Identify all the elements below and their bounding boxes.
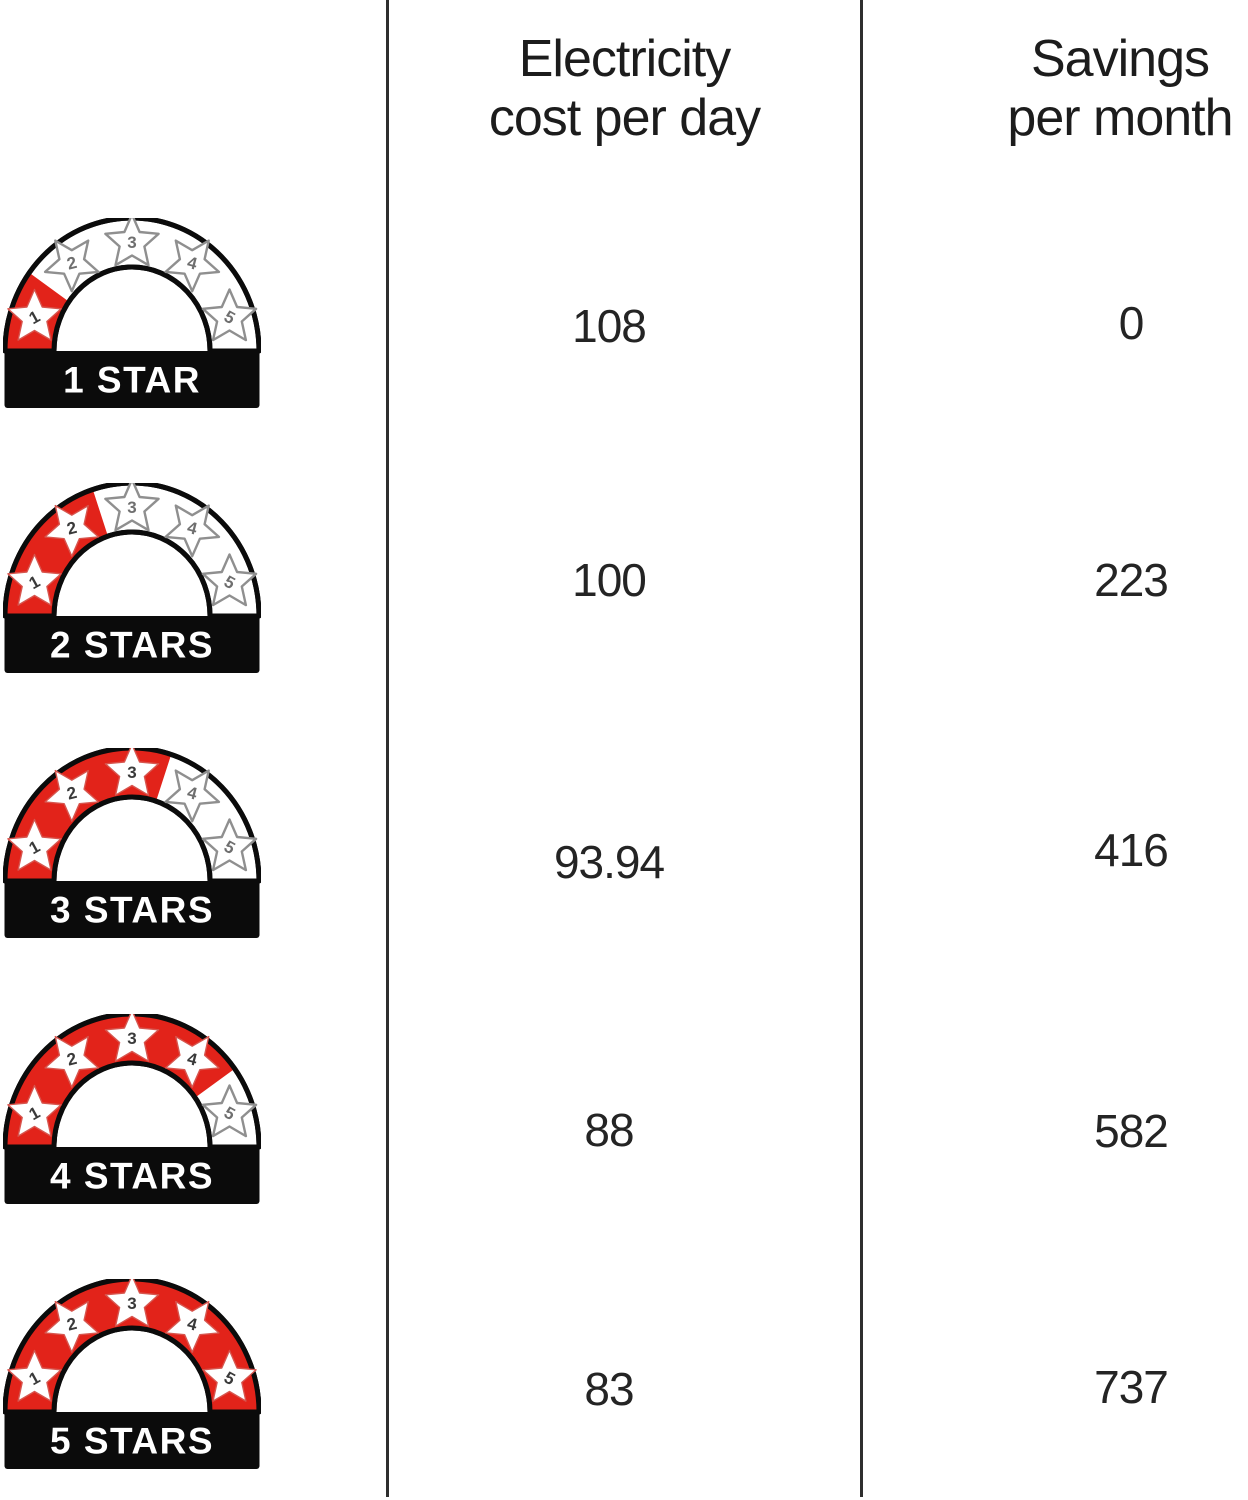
star-icon-2 bbox=[44, 504, 100, 557]
savings-value: 0 bbox=[1118, 297, 1145, 349]
star-icon-3 bbox=[104, 218, 160, 267]
star-number: 3 bbox=[127, 498, 136, 517]
star-icon-1 bbox=[7, 1084, 62, 1137]
star-icon-1 bbox=[7, 553, 62, 606]
star-icon-4 bbox=[164, 239, 221, 293]
star-icon-5 bbox=[202, 1349, 257, 1402]
column-divider bbox=[386, 0, 389, 1497]
star-icon-4 bbox=[164, 1300, 220, 1353]
header-line: Savings bbox=[1031, 30, 1210, 88]
rating-label-bar bbox=[4, 881, 260, 938]
star-icon-5 bbox=[201, 818, 258, 872]
electricity-cost-value: 108 bbox=[572, 300, 647, 352]
rating-label: 4 STARS bbox=[50, 1156, 214, 1197]
electricity-cost-value: 100 bbox=[572, 554, 647, 606]
rating-label-bar bbox=[4, 616, 260, 673]
star-icon-2 bbox=[44, 1300, 100, 1353]
star-number: 3 bbox=[127, 233, 136, 252]
star-number: 2 bbox=[65, 518, 79, 539]
rating-label-bar bbox=[4, 1412, 260, 1469]
star-icon-2 bbox=[44, 769, 100, 822]
header-line: cost per day bbox=[488, 89, 761, 147]
electricity-cost-value: 88 bbox=[584, 1104, 634, 1156]
rating-label: 1 STAR bbox=[63, 360, 201, 401]
electricity-cost-value: 83 bbox=[584, 1363, 634, 1415]
star-number: 3 bbox=[127, 1029, 136, 1048]
rating-label: 2 STARS bbox=[50, 625, 214, 666]
star-icon-3 bbox=[104, 1279, 160, 1327]
electricity-cost-value: 93.94 bbox=[553, 836, 665, 888]
star-icon-4 bbox=[164, 1035, 220, 1088]
star-number: 2 bbox=[65, 1049, 79, 1070]
star-number: 3 bbox=[127, 1294, 136, 1313]
star-icon-1 bbox=[7, 288, 62, 341]
star-icon-2 bbox=[44, 1035, 100, 1088]
header-line: per month bbox=[1007, 89, 1233, 147]
header-line: Electricity bbox=[518, 30, 731, 88]
rating-label-bar bbox=[4, 351, 260, 408]
star-icon-3 bbox=[104, 1014, 160, 1062]
star-icon-1 bbox=[7, 1349, 62, 1402]
star-number: 2 bbox=[65, 783, 79, 804]
star-number: 2 bbox=[65, 253, 79, 274]
rating-label-bar bbox=[4, 1147, 260, 1204]
star-icon-5 bbox=[201, 288, 258, 342]
star-icon-5 bbox=[201, 553, 258, 607]
star-icon-1 bbox=[7, 818, 62, 871]
star-icon-3 bbox=[104, 483, 160, 532]
rating-label: 3 STARS bbox=[50, 890, 214, 931]
savings-value: 416 bbox=[1094, 824, 1169, 876]
savings-value: 582 bbox=[1094, 1105, 1169, 1157]
star-icon-4 bbox=[164, 769, 221, 823]
savings-value: 737 bbox=[1094, 1361, 1169, 1413]
star-icon-5 bbox=[201, 1084, 258, 1138]
star-icon-3 bbox=[104, 748, 160, 796]
column-header-savings: Savings per month bbox=[955, 30, 1248, 148]
savings-value: 223 bbox=[1094, 554, 1169, 606]
star-number: 3 bbox=[127, 763, 136, 782]
star-icon-4 bbox=[164, 504, 221, 558]
rating-label: 5 STARS bbox=[50, 1421, 214, 1462]
star-number: 2 bbox=[65, 1314, 79, 1335]
column-header-electricity-cost: Electricity cost per day bbox=[389, 30, 860, 148]
star-icon-2 bbox=[43, 239, 100, 293]
column-divider bbox=[860, 0, 863, 1497]
